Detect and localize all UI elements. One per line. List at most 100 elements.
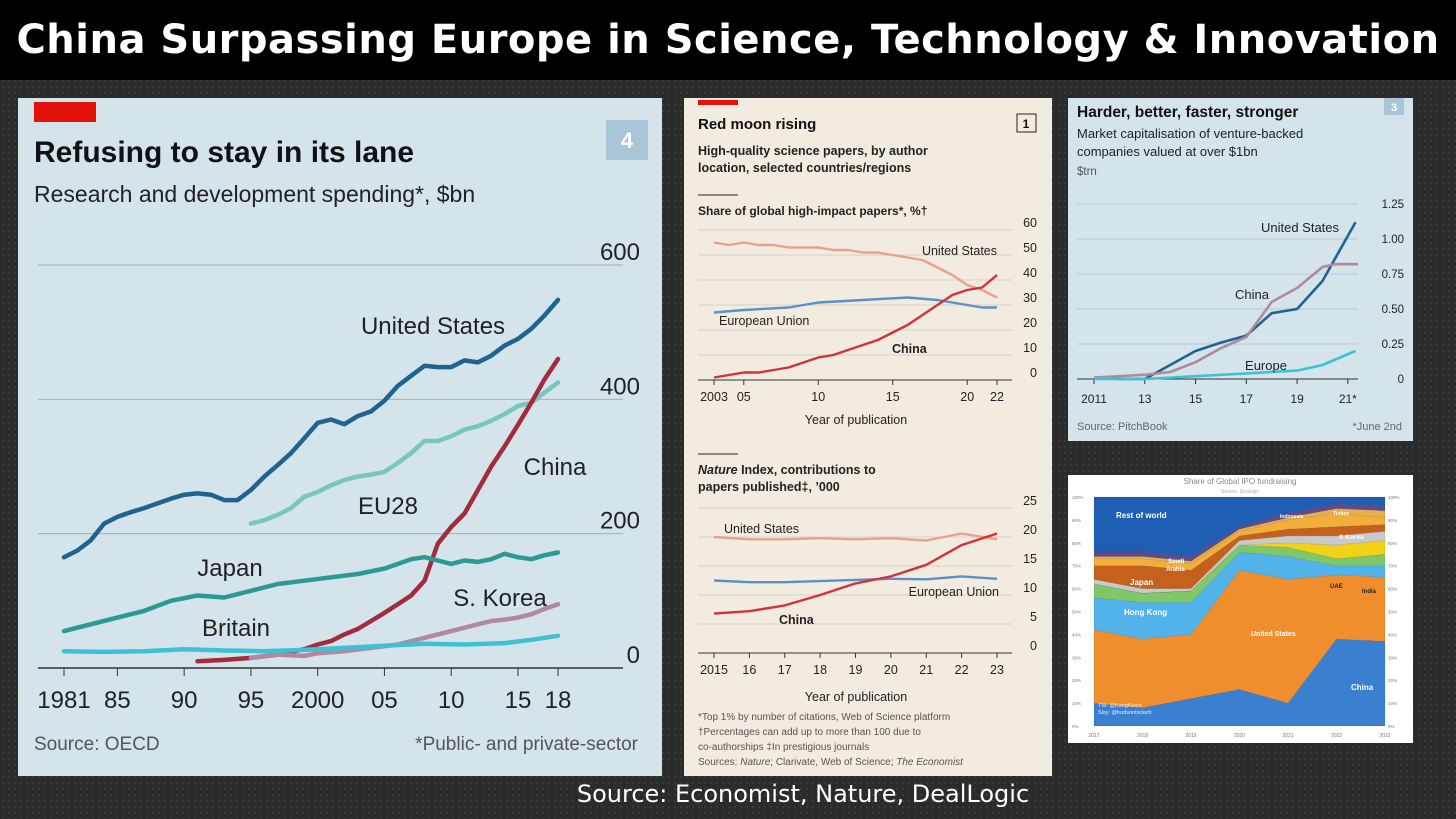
- panel-b-label-line1: Nature Index, contributions to: [698, 463, 876, 477]
- x-tick-label: 2023: [1379, 733, 1390, 739]
- panel-a-xlabel: Year of publication: [805, 413, 907, 427]
- y-tick-label: 1.00: [1382, 234, 1404, 246]
- chart-footnote: *Public- and private-sector: [415, 734, 638, 755]
- area-japan: [1093, 544, 1386, 603]
- economist-red-tag: [698, 100, 738, 105]
- x-tick-label: 05: [371, 687, 398, 714]
- area-label-india: India: [1362, 589, 1377, 595]
- x-tick-label: 2019: [1185, 733, 1196, 739]
- chart-number-badge-text: 3: [1391, 102, 1397, 114]
- y-tick-label: 60: [1023, 216, 1037, 230]
- x-tick-label: 90: [171, 687, 198, 714]
- series-line-united-states: [1093, 221, 1357, 381]
- science-papers-panel: Red moon rising 1 High-quality science p…: [684, 98, 1052, 776]
- y-tick-label: 0: [627, 642, 640, 669]
- y-tick-label-left: 20%: [1072, 678, 1081, 683]
- chart-subtitle-line1: High-quality science papers, by author: [698, 144, 928, 158]
- y-tick-label: 40: [1023, 266, 1037, 280]
- y-tick-label: 0: [1030, 366, 1037, 380]
- y-tick-label: 400: [600, 373, 640, 400]
- area-label-hong-kong: Hong Kong: [1124, 608, 1167, 617]
- area-label-saudi-arabia: Saudi Arabia: [1166, 559, 1185, 573]
- x-tick-label: 2015: [700, 663, 728, 677]
- x-tick-label: 13: [1138, 392, 1152, 406]
- y-tick-label: 10: [1023, 341, 1037, 355]
- series-label-european-union: European Union: [719, 314, 809, 328]
- y-tick-label-left: 10%: [1072, 701, 1081, 706]
- panel-a-label: Share of global high-impact papers*, %†: [698, 204, 927, 218]
- area-india: [1093, 531, 1386, 594]
- series-label-china: China: [524, 454, 587, 481]
- footnote-2: †Percentages can add up to more than 100…: [698, 727, 921, 738]
- chart-title: Harder, better, faster, stronger: [1077, 104, 1298, 121]
- x-tick-label: 2018: [1137, 733, 1148, 739]
- chart-number-badge: [606, 120, 648, 160]
- x-tick-label: 17: [1240, 392, 1254, 406]
- y-tick-label: 5: [1030, 610, 1037, 624]
- y-tick-label: 15: [1023, 552, 1037, 566]
- x-tick-label: 15: [505, 687, 532, 714]
- series-label-britain: Britain: [202, 615, 270, 642]
- y-tick-label-left: 0%: [1072, 724, 1079, 729]
- x-tick-label: 19: [849, 663, 863, 677]
- area-label-rest-of-world: Rest of world: [1116, 511, 1167, 520]
- area-indonesia: [1093, 503, 1386, 562]
- credit-2: Sisy: @hudsontockett: [1098, 710, 1152, 716]
- chart-source: Source: OECD: [34, 734, 160, 755]
- y-tick-label: 50: [1023, 241, 1037, 255]
- footnote-4: Sources: Nature; Clarivate, Web of Scien…: [698, 757, 964, 768]
- y-tick-label: 0: [1030, 639, 1037, 653]
- y-tick-label: 600: [600, 239, 640, 266]
- chart-subtitle: Research and development spending*, $bn: [34, 181, 475, 207]
- y-tick-label: 1.25: [1382, 199, 1404, 211]
- series-label-eu28: EU28: [358, 493, 418, 520]
- chart-number-badge: [1016, 113, 1037, 133]
- chart-unit: $trn: [1077, 166, 1097, 178]
- x-tick-label: 17: [778, 663, 792, 677]
- x-tick-label: 18: [545, 687, 572, 714]
- x-tick-label: 2011: [1081, 392, 1107, 406]
- y-tick-label: 30: [1023, 291, 1037, 305]
- x-tick-label: 16: [742, 663, 756, 677]
- x-tick-label: 85: [104, 687, 131, 714]
- series-label-china: China: [1235, 287, 1270, 302]
- x-tick-label: 20: [884, 663, 898, 677]
- y-tick-label-left: 40%: [1072, 632, 1081, 637]
- series-line-europe: [1094, 349, 1357, 381]
- x-tick-label: 2020: [1234, 733, 1245, 739]
- x-tick-label: 2022: [1331, 733, 1342, 739]
- y-tick-label-right: 50%: [1388, 610, 1397, 615]
- area-label-uae: UAE: [1330, 584, 1343, 590]
- series-line-united-states: [61, 297, 561, 560]
- x-tick-label: 10: [438, 687, 465, 714]
- x-tick-label: 2017: [1088, 733, 1099, 739]
- series-line-united-states: [713, 532, 998, 542]
- rd-spending-panel: 4 Refusing to stay in its lane Research …: [18, 98, 662, 776]
- series-line-china: [713, 274, 998, 379]
- series-label-europe: Europe: [1245, 358, 1287, 373]
- series-label-united-states: United States: [922, 244, 997, 258]
- x-tick-label: 22: [955, 663, 969, 677]
- x-tick-label: 22: [990, 390, 1004, 404]
- y-tick-label-right: 30%: [1388, 655, 1397, 660]
- x-tick-label: 20: [960, 390, 974, 404]
- x-tick-label: 15: [886, 390, 900, 404]
- x-tick-label: 21: [919, 663, 933, 677]
- y-tick-label: 20: [1023, 523, 1037, 537]
- chart-subtitle-line2: location, selected countries/regions: [698, 161, 911, 175]
- x-tick-label: 10: [811, 390, 825, 404]
- area-saudi-arabia: [1093, 524, 1386, 589]
- y-tick-label-left: 60%: [1072, 587, 1081, 592]
- series-label-european-union: European Union: [909, 585, 999, 599]
- y-tick-label-right: 20%: [1388, 678, 1397, 683]
- area-hong-kong: [1093, 551, 1386, 640]
- series-label-united-states: United States: [724, 522, 799, 536]
- footnote-3: co-authorships ‡In prestigious journals: [698, 742, 869, 753]
- y-tick-label-left: 50%: [1072, 610, 1081, 615]
- series-line-united-states: [713, 241, 998, 299]
- series-line-eu28: [248, 380, 561, 526]
- series-label-s-korea: S. Korea: [453, 585, 547, 612]
- series-line-japan: [61, 550, 561, 634]
- series-label-china: China: [779, 613, 815, 627]
- area-label-s-korea: S Korea: [1339, 534, 1364, 541]
